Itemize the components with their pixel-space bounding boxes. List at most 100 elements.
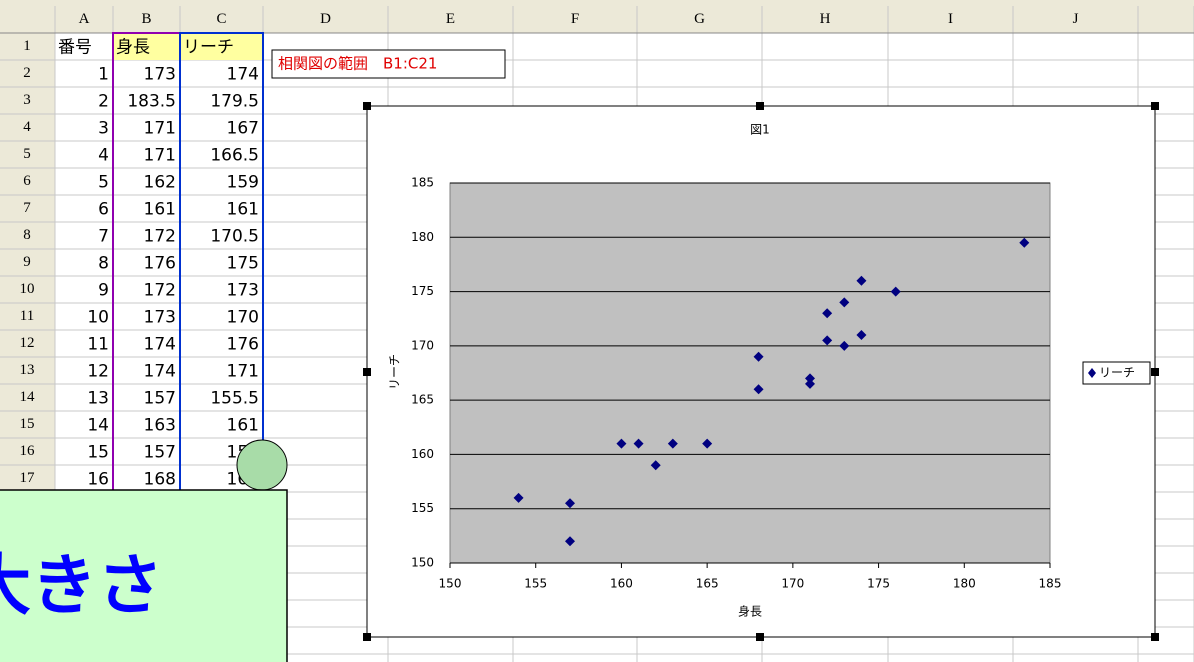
cell: 身長	[116, 38, 150, 58]
legend-entry: リーチ	[1099, 366, 1135, 380]
cell: 175	[227, 254, 259, 274]
cell: 168	[144, 470, 176, 490]
cell: 163	[144, 416, 176, 436]
x-tick-label: 180	[953, 577, 976, 591]
cell: 2	[98, 92, 109, 112]
row-header: 3	[23, 92, 31, 108]
column-header: E	[446, 11, 455, 27]
row-header: 13	[20, 362, 35, 378]
row-header: 6	[23, 173, 31, 189]
cell: 173	[227, 281, 259, 301]
cell: 162	[144, 173, 176, 193]
row-header: 12	[20, 335, 35, 351]
callout-curl	[237, 440, 287, 490]
x-axis-label: 身長	[738, 604, 762, 619]
y-axis-label: リーチ	[388, 354, 402, 390]
cell: 番号	[58, 38, 92, 58]
cell: 179.5	[210, 92, 259, 112]
y-tick-label: 175	[411, 284, 434, 298]
y-tick-label: 150	[411, 556, 434, 570]
cell: 161	[227, 416, 259, 436]
cell: 161	[227, 200, 259, 220]
cell: 8	[98, 254, 109, 274]
selection-handle	[756, 102, 764, 110]
column-header: F	[571, 11, 579, 27]
cell: 170.5	[210, 227, 259, 247]
cell: 15	[87, 443, 109, 463]
cell: 6	[98, 200, 109, 220]
cell: 174	[227, 65, 259, 85]
y-tick-label: 180	[411, 230, 434, 244]
cell: 14	[87, 416, 109, 436]
x-tick-label: 165	[696, 577, 719, 591]
selection-handle	[363, 368, 371, 376]
x-tick-label: 175	[867, 577, 890, 591]
row-header: 4	[23, 119, 31, 135]
cell: 176	[227, 335, 259, 355]
row-header: 2	[23, 65, 31, 81]
spreadsheet-window: ABCDEFGHIJ1234567891011121314151617番号身長リ…	[0, 0, 1194, 662]
note-text: 相関図の範囲 B1:C21	[278, 55, 437, 73]
page: ABCDEFGHIJ1234567891011121314151617番号身長リ…	[0, 0, 1194, 662]
cell: 159	[227, 173, 259, 193]
row-header: 16	[20, 443, 36, 459]
plot-area	[450, 183, 1050, 563]
cell: 9	[98, 281, 109, 301]
selection-handle	[363, 633, 371, 641]
x-tick-label: 185	[1039, 577, 1062, 591]
cell: 183.5	[127, 92, 176, 112]
cell: 12	[87, 362, 109, 382]
cell: 13	[87, 389, 109, 409]
y-tick-label: 160	[411, 447, 434, 461]
column-header: I	[948, 11, 953, 27]
row-header: 9	[23, 254, 31, 270]
cell: 174	[144, 362, 176, 382]
cell: 170	[227, 308, 259, 328]
column-header: G	[694, 11, 705, 27]
selection-handle	[1151, 368, 1159, 376]
cell: 173	[144, 65, 176, 85]
selection-handle	[363, 102, 371, 110]
row-header: 11	[20, 308, 34, 324]
x-tick-label: 155	[524, 577, 547, 591]
selection-handle	[756, 633, 764, 641]
y-tick-label: 185	[411, 176, 434, 190]
x-tick-label: 150	[439, 577, 462, 591]
cell: 157	[144, 389, 176, 409]
cell: 166.5	[210, 146, 259, 166]
column-header: D	[320, 11, 331, 27]
cell: 4	[98, 146, 109, 166]
cell: 161	[144, 200, 176, 220]
cell: 5	[98, 173, 109, 193]
cell: 172	[144, 227, 176, 247]
row-header: 5	[23, 146, 31, 162]
row-header: 14	[20, 389, 36, 405]
cell: 171	[144, 146, 176, 166]
column-header: H	[820, 11, 831, 27]
y-tick-label: 170	[411, 338, 434, 352]
column-header: C	[216, 11, 226, 27]
cell: 167	[227, 119, 259, 139]
selection-handle	[1151, 102, 1159, 110]
row-header: 1	[23, 38, 31, 54]
cell: 171	[144, 119, 176, 139]
cell: 172	[144, 281, 176, 301]
x-tick-label: 160	[610, 577, 633, 591]
cell: 1	[98, 65, 109, 85]
cell: 155.5	[210, 389, 259, 409]
x-tick-label: 170	[781, 577, 804, 591]
row-header: 15	[20, 416, 35, 432]
cell: 174	[144, 335, 176, 355]
cell: 3	[98, 119, 109, 139]
cell: 176	[144, 254, 176, 274]
row-header: 7	[23, 200, 31, 216]
y-tick-label: 155	[411, 501, 434, 515]
column-header: A	[79, 11, 90, 27]
header-strip	[0, 0, 1194, 33]
row-header: 17	[20, 470, 36, 486]
cell: 7	[98, 227, 109, 247]
cell: 157	[144, 443, 176, 463]
cell: 10	[87, 308, 109, 328]
cell: 16	[87, 470, 109, 490]
cell: 173	[144, 308, 176, 328]
